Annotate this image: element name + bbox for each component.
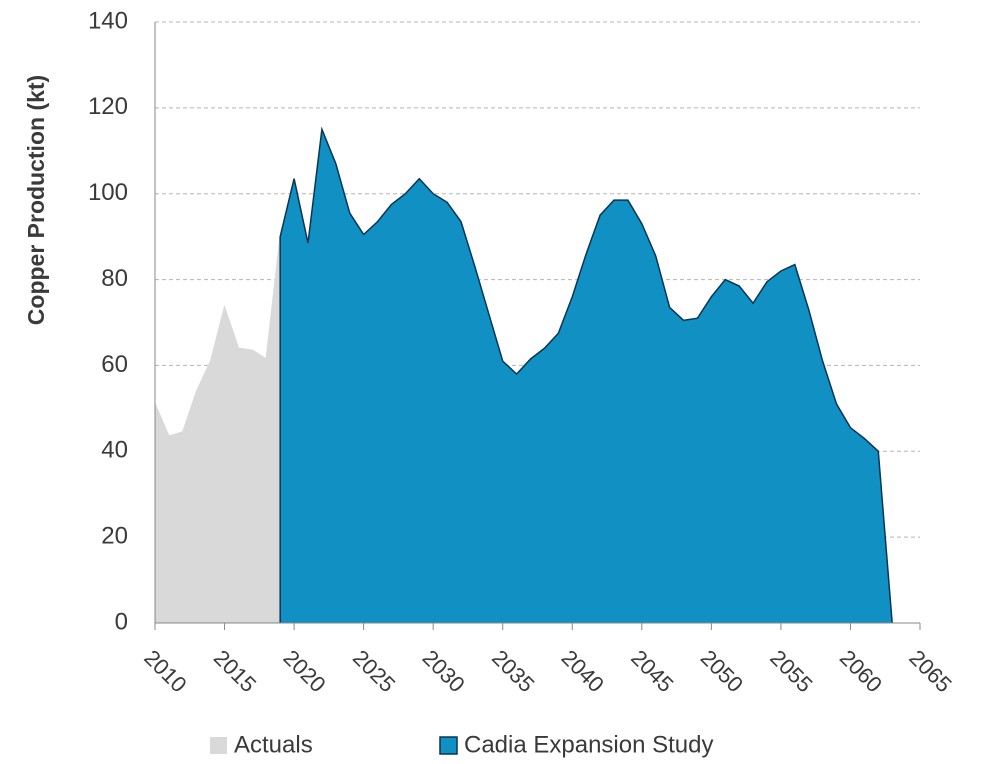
- y-tick-label: 100: [88, 179, 128, 206]
- x-tick-label: 2020: [278, 645, 330, 697]
- x-tick-label: 2030: [418, 645, 470, 697]
- x-tick-label: 2045: [626, 645, 678, 697]
- y-tick-label: 60: [101, 351, 128, 378]
- y-tick-label: 0: [115, 608, 128, 635]
- y-axis-title: Copper Production (kt): [23, 75, 49, 325]
- x-tick-label: 2035: [487, 645, 539, 697]
- x-tick-label: 2040: [557, 645, 609, 697]
- legend-swatch: [439, 736, 458, 755]
- x-tick-label: 2025: [348, 645, 400, 697]
- y-tick-label: 140: [88, 7, 128, 34]
- area-fill: [280, 129, 893, 624]
- legend-label: Cadia Expansion Study: [464, 731, 714, 758]
- legend-label: Actuals: [234, 731, 313, 758]
- x-tick-label: 2060: [835, 645, 887, 697]
- y-tick-label: 20: [101, 522, 128, 549]
- area-fill: [155, 236, 281, 623]
- x-tick-label: 2050: [696, 645, 748, 697]
- area-line: [279, 126, 893, 624]
- x-tick-label: 2065: [904, 645, 956, 697]
- y-tick-label: 120: [88, 93, 128, 120]
- x-tick-label: 2015: [209, 645, 261, 697]
- area-line: [154, 236, 281, 438]
- x-tick-label: 2055: [765, 645, 817, 697]
- legend-swatch: [210, 737, 227, 754]
- x-tick-label: 2010: [139, 645, 191, 697]
- y-tick-label: 80: [101, 265, 128, 292]
- y-tick-label: 40: [101, 437, 128, 464]
